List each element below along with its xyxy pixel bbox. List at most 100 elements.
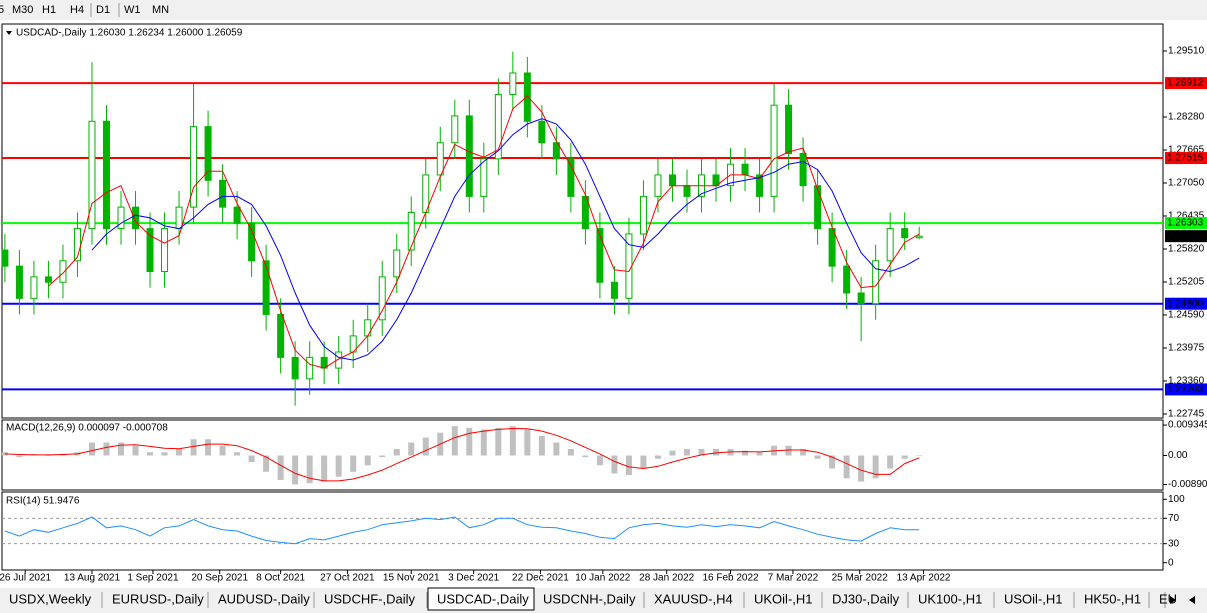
candle-body xyxy=(15,265,23,299)
macd-bar xyxy=(872,455,879,479)
toolbar xyxy=(0,0,1207,20)
tab-label[interactable]: XAUUSD-,H4 xyxy=(654,591,733,606)
tab[interactable]: AUDUSD-,Daily xyxy=(218,591,315,608)
y-tick-label: 1.23360 xyxy=(1168,376,1205,387)
macd-bar xyxy=(335,455,342,477)
tab-label[interactable]: USOil-,H1 xyxy=(1004,591,1063,606)
macd-bar xyxy=(669,450,676,456)
main-pane xyxy=(1,23,1164,419)
level-label: 1.23203 xyxy=(1167,384,1204,395)
macd-bar xyxy=(698,448,705,456)
tab-label[interactable]: USDCHF-,Daily xyxy=(324,591,416,606)
macd-bar xyxy=(887,455,894,469)
tab[interactable]: USDX,Weekly xyxy=(9,591,103,608)
chart-title: USDCAD-,Daily 1.26030 1.26234 1.26000 1.… xyxy=(16,28,243,39)
macd-bar xyxy=(625,455,632,476)
macd-bar xyxy=(495,427,502,456)
tab-scroll-left[interactable] xyxy=(1170,596,1176,604)
tab[interactable]: USDCAD-,Daily xyxy=(427,587,535,611)
candle-body xyxy=(291,356,299,380)
candle-body xyxy=(161,228,169,273)
candle-body xyxy=(378,276,386,321)
rsi-title: RSI(14) 51.9476 xyxy=(6,496,80,507)
candle-body xyxy=(799,152,807,187)
macd-bar xyxy=(785,445,792,456)
timeframe-button[interactable]: M30 xyxy=(12,4,33,16)
candle-body xyxy=(683,185,691,197)
candle-body xyxy=(538,120,546,144)
candle-body xyxy=(741,163,749,176)
level-label-box xyxy=(1165,217,1207,230)
candle-body xyxy=(886,228,894,262)
candle-body xyxy=(132,206,140,230)
macd-bar xyxy=(916,455,923,456)
tab-label[interactable]: DJ30-,Daily xyxy=(832,591,900,606)
timeframe-button[interactable]: D1 xyxy=(96,4,110,16)
level-label-box xyxy=(1165,383,1207,396)
macd-bar xyxy=(524,429,531,456)
macd-bar xyxy=(596,455,603,466)
x-tick-label: 15 Nov 2021 xyxy=(383,573,440,584)
macd-bar xyxy=(393,448,400,456)
rsi-line xyxy=(4,516,920,545)
tab[interactable]: XAUUSD-,H4 xyxy=(654,591,745,608)
x-tick-label: 16 Feb 2022 xyxy=(702,573,759,584)
candle-body xyxy=(610,281,618,299)
tab[interactable]: EU xyxy=(1159,591,1177,608)
macd-bar xyxy=(843,455,850,479)
macd-bar xyxy=(306,455,313,484)
tab-label[interactable]: UK100-,H1 xyxy=(918,591,982,606)
macd-bar xyxy=(654,455,661,459)
tab-label[interactable]: USDCNH-,Daily xyxy=(543,591,636,606)
candle-body xyxy=(756,174,764,197)
candle-body xyxy=(523,72,531,122)
tab-label[interactable]: USDCAD-,Daily xyxy=(437,591,529,606)
tab[interactable]: USDCHF-,Daily xyxy=(324,591,428,608)
x-tick-label: 3 Dec 2021 xyxy=(448,573,500,584)
candle-body xyxy=(639,195,647,235)
y-tick-label: 30 xyxy=(1168,538,1180,549)
macd-bar xyxy=(176,448,183,456)
level-label: 1.24800 xyxy=(1167,298,1204,309)
macd-bar xyxy=(88,442,95,456)
candle-body xyxy=(262,260,270,315)
tab[interactable]: UKOil-,H1 xyxy=(754,591,823,608)
tab-scroll-right[interactable] xyxy=(1189,596,1195,604)
candle-body xyxy=(465,115,473,197)
tab-label[interactable]: AUDUSD-,Daily xyxy=(218,591,310,606)
candle-body xyxy=(277,313,285,358)
macd-bar xyxy=(103,442,110,456)
macd-bar xyxy=(190,439,197,456)
timeframe-button[interactable]: 5 xyxy=(0,4,4,16)
tab[interactable]: EURUSD-,Daily xyxy=(112,591,209,608)
tab-label[interactable]: UKOil-,H1 xyxy=(754,591,813,606)
tab-label[interactable]: HK50-,H1 xyxy=(1084,591,1141,606)
tab[interactable]: USDCNH-,Daily xyxy=(543,591,645,608)
timeframe-button[interactable]: W1 xyxy=(124,4,141,16)
candle-body xyxy=(88,120,96,230)
y-tick-label: 1.27050 xyxy=(1168,178,1205,189)
candle-body xyxy=(175,206,183,230)
level-label-box xyxy=(1165,297,1207,310)
macd-bar xyxy=(16,455,23,458)
tab-label[interactable]: EU xyxy=(1159,591,1177,606)
tab[interactable]: DJ30-,Daily xyxy=(832,591,909,608)
tab[interactable]: UK100-,H1 xyxy=(918,591,995,608)
macd-bar xyxy=(292,455,299,485)
candle-body xyxy=(436,142,444,176)
symbol-menu-icon[interactable] xyxy=(6,31,12,35)
timeframe-button[interactable]: H1 xyxy=(42,4,56,16)
macd-bar xyxy=(538,435,545,456)
tab[interactable]: HK50-,H1 xyxy=(1084,591,1150,608)
macd-bar xyxy=(422,437,429,456)
tab-label[interactable]: USDX,Weekly xyxy=(9,591,92,606)
candle-body xyxy=(494,93,502,160)
tab-bar xyxy=(0,588,1207,613)
tab[interactable]: USOil-,H1 xyxy=(1004,591,1075,608)
timeframe-button[interactable]: H4 xyxy=(70,4,84,16)
macd-bar xyxy=(350,455,357,472)
macd-bar xyxy=(582,455,589,458)
y-tick-label: 1.23975 xyxy=(1168,343,1205,354)
tab-label[interactable]: EURUSD-,Daily xyxy=(112,591,204,606)
timeframe-button[interactable]: MN xyxy=(152,4,169,16)
